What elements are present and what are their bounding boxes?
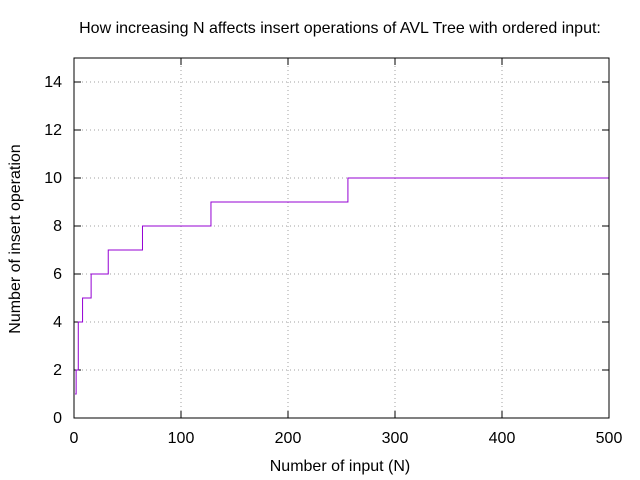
y-tick-label: 6 (53, 266, 62, 283)
x-tick-label: 100 (168, 430, 195, 447)
x-tick-label: 300 (382, 430, 409, 447)
x-tick-label: 200 (275, 430, 302, 447)
x-axis-ticks: 0 100 200 300 400 500 (70, 58, 623, 447)
y-tick-label: 10 (44, 170, 62, 187)
x-tick-label: 500 (596, 430, 623, 447)
plot-series (75, 177, 609, 395)
y-tick-label: 4 (53, 314, 62, 331)
y-tick-label: 12 (44, 122, 62, 139)
x-tick-label: 0 (70, 430, 79, 447)
x-axis-label: Number of input (N) (270, 458, 411, 475)
y-tick-label: 2 (53, 362, 62, 379)
y-axis-ticks: 0 2 4 6 8 10 12 14 (44, 74, 609, 427)
y-tick-label: 0 (53, 410, 62, 427)
chart-title: How increasing N affects insert operatio… (79, 20, 601, 37)
plot-frame (73, 57, 610, 419)
y-tick-label: 14 (44, 74, 62, 91)
series-line (75, 177, 609, 395)
y-axis-label: Number of insert operation (7, 144, 24, 333)
x-tick-label: 400 (489, 430, 516, 447)
y-tick-label: 8 (53, 218, 62, 235)
grid-lines (74, 58, 609, 418)
